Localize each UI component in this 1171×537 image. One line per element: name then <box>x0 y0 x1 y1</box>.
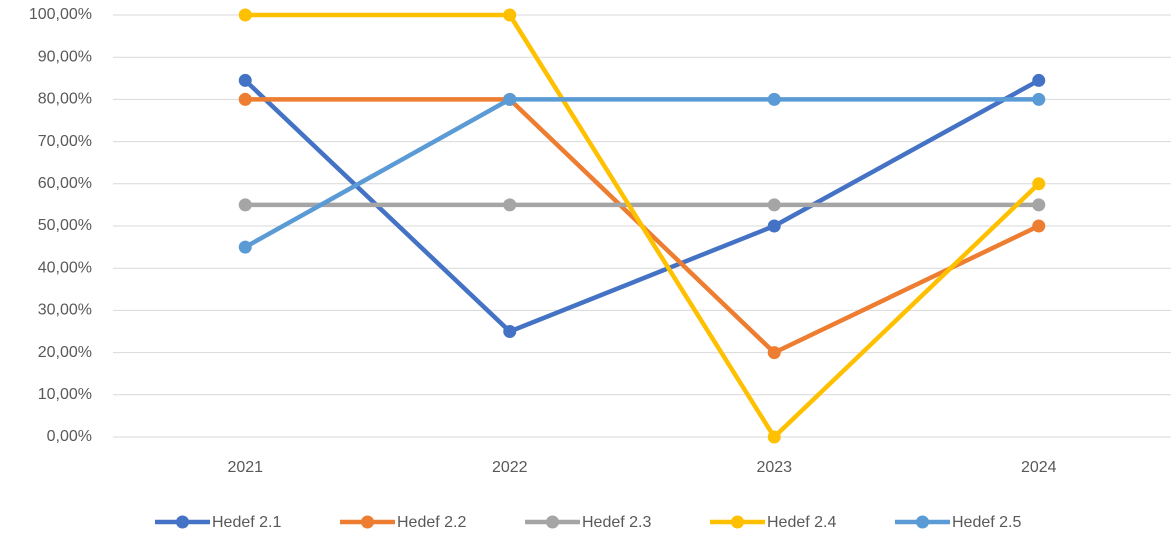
series-marker <box>1032 73 1046 87</box>
legend-label: Hedef 2.4 <box>767 514 836 531</box>
series-marker <box>503 8 517 22</box>
y-tick-label: 20,00% <box>38 344 92 361</box>
y-tick-label: 100,00% <box>29 6 92 23</box>
series-marker <box>503 325 517 338</box>
series-marker <box>1032 92 1046 106</box>
series-line <box>245 12 1041 440</box>
series-marker <box>767 219 781 233</box>
series-line <box>244 97 1039 250</box>
series-marker <box>238 8 252 22</box>
y-tick-label: 40,00% <box>38 259 92 276</box>
x-tick-label: 2024 <box>1021 459 1057 476</box>
series-marker <box>503 92 517 106</box>
legend-marker <box>176 515 189 529</box>
x-tick-label: 2023 <box>756 459 792 476</box>
y-tick-label: 90,00% <box>38 48 92 65</box>
series-marker <box>1032 198 1046 212</box>
y-tick-label: 60,00% <box>38 175 92 192</box>
y-tick-label: 50,00% <box>38 217 92 234</box>
y-tick-label: 80,00% <box>38 91 92 108</box>
series-marker <box>238 240 252 254</box>
legend-marker <box>361 515 374 529</box>
series-marker <box>1032 219 1046 233</box>
x-tick-label: 2022 <box>492 459 528 476</box>
legend-label: Hedef 2.3 <box>582 514 651 531</box>
y-tick-label: 10,00% <box>38 386 92 403</box>
series-marker <box>767 346 781 360</box>
legend-label: Hedef 2.2 <box>397 514 466 531</box>
legend-marker <box>731 515 744 529</box>
y-tick-label: 70,00% <box>38 133 92 150</box>
legend-label: Hedef 2.1 <box>212 514 281 531</box>
series-marker <box>767 92 781 106</box>
series-marker <box>503 198 517 212</box>
y-tick-label: 30,00% <box>38 302 92 319</box>
series-marker <box>1032 177 1046 191</box>
series-marker <box>767 198 781 212</box>
legend-label: Hedef 2.5 <box>952 514 1021 531</box>
series-marker <box>238 92 252 106</box>
legend-marker <box>916 515 929 529</box>
series-marker <box>238 198 252 212</box>
series-marker <box>238 73 252 87</box>
y-tick-label: 0,00% <box>47 428 92 445</box>
legend-marker <box>546 515 559 529</box>
series-marker <box>767 430 781 444</box>
x-tick-label: 2021 <box>227 459 263 476</box>
